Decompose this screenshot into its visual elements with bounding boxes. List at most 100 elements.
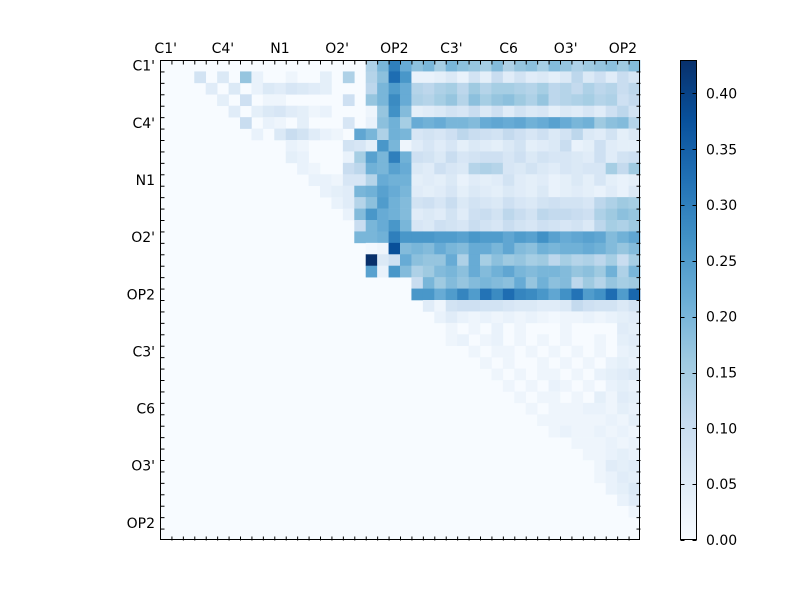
- heatmap-cell: [537, 242, 549, 255]
- heatmap-cell: [605, 105, 618, 118]
- heatmap-cell: [571, 414, 584, 427]
- heatmap-cell: [365, 162, 378, 175]
- heatmap-cell: [605, 185, 618, 198]
- heatmap-cell: [365, 71, 378, 84]
- colorbar-tick-label: 0.00: [706, 533, 737, 549]
- heatmap-cell: [457, 197, 469, 209]
- heatmap-cell: [297, 105, 309, 118]
- heatmap-cell: [571, 140, 584, 152]
- heatmap-cell: [365, 140, 378, 152]
- heatmap-cell: [502, 265, 515, 278]
- heatmap-cell: [365, 117, 378, 129]
- heatmap-cell: [468, 220, 481, 232]
- heatmap-cell: [594, 162, 607, 175]
- heatmap-cell: [388, 128, 401, 141]
- heatmap-cell: [594, 391, 607, 404]
- heatmap-cell: [560, 231, 572, 244]
- heatmap-cell: [502, 117, 515, 129]
- heatmap-cell: [411, 105, 424, 118]
- heatmap-cell: [548, 380, 561, 392]
- heatmap-cell: [400, 94, 412, 107]
- heatmap-cell: [411, 277, 424, 289]
- heatmap-cell: [411, 265, 424, 278]
- heatmap-cell: [628, 414, 641, 427]
- heatmap-cell: [548, 402, 561, 415]
- heatmap-cell: [480, 117, 492, 129]
- heatmap-cell: [468, 140, 481, 152]
- heatmap-cell: [365, 105, 378, 118]
- colorbar-tick-label: 0.10: [706, 421, 737, 437]
- heatmap-cell: [411, 71, 424, 84]
- heatmap-cell: [628, 448, 641, 461]
- heatmap-cell: [560, 71, 572, 84]
- heatmap-cell: [605, 448, 618, 461]
- heatmap-cell: [582, 220, 595, 232]
- heatmap-cell: [445, 334, 458, 347]
- heatmap-cell: [491, 174, 504, 187]
- heatmap-cell: [514, 220, 527, 232]
- heatmap-cell: [468, 277, 481, 289]
- heatmap-cell: [445, 185, 458, 198]
- heatmap-cell: [582, 185, 595, 198]
- heatmap-cell: [365, 94, 378, 107]
- heatmap-cell: [491, 105, 504, 118]
- x-tick-label: C4': [212, 41, 235, 57]
- heatmap-cell: [617, 71, 629, 84]
- heatmap-cell: [445, 82, 458, 95]
- heatmap-cell: [594, 128, 607, 141]
- heatmap-cell: [571, 300, 584, 312]
- heatmap-cell: [308, 82, 321, 95]
- heatmap-cell: [537, 391, 549, 404]
- heatmap-cell: [560, 151, 572, 164]
- heatmap-cell: [548, 414, 561, 427]
- heatmap-cell: [422, 94, 435, 107]
- heatmap-cell: [628, 334, 641, 347]
- heatmap-cell: [491, 128, 504, 141]
- heatmap-cell: [560, 334, 572, 347]
- heatmap-cell: [617, 140, 629, 152]
- heatmap-cell: [594, 71, 607, 84]
- heatmap-cell: [582, 402, 595, 415]
- heatmap-cell: [628, 357, 641, 369]
- heatmap-cell: [560, 82, 572, 95]
- heatmap-cell: [422, 60, 435, 72]
- heatmap-cell: [491, 311, 504, 324]
- heatmap-cell: [537, 357, 549, 369]
- heatmap-cell: [422, 242, 435, 255]
- heatmap-cell: [411, 151, 424, 164]
- colorbar-ticks: 0.00 0.05 0.10 0.15 0.20 0.25 0.30 0.35 0.40: [680, 87, 737, 549]
- heatmap-cell: [594, 185, 607, 198]
- heatmap-cell: [605, 368, 618, 381]
- heatmap-cell: [400, 162, 412, 175]
- heatmap-cell: [537, 414, 549, 427]
- heatmap-cell: [377, 185, 389, 198]
- heatmap-cell: [468, 265, 481, 278]
- heatmap-cell: [400, 254, 412, 267]
- heatmap-cell: [548, 151, 561, 164]
- heatmap-cell: [468, 60, 481, 72]
- heatmap-cell: [342, 140, 355, 152]
- heatmap-cell: [525, 94, 538, 107]
- heatmap-cell: [342, 151, 355, 164]
- heatmap-cell: [377, 117, 389, 129]
- heatmap-cell: [320, 185, 332, 198]
- heatmap-cell: [274, 128, 287, 141]
- heatmap-cell: [537, 368, 549, 381]
- heatmap-cell: [548, 391, 561, 404]
- heatmap-cell: [388, 105, 401, 118]
- heatmap-cell: [445, 242, 458, 255]
- heatmap-cell: [434, 208, 447, 221]
- heatmap-cell: [388, 254, 401, 267]
- heatmap-cell: [491, 117, 504, 129]
- heatmap-cell: [594, 288, 607, 301]
- heatmap-cell: [411, 162, 424, 175]
- heatmap-cell: [514, 60, 527, 72]
- heatmap-cell: [285, 105, 298, 118]
- minor-ticks: [160, 60, 641, 541]
- heatmap-cell: [457, 254, 469, 267]
- heatmap-cell: [571, 368, 584, 381]
- y-tick-label: C3': [132, 344, 155, 360]
- heatmap-cell: [445, 60, 458, 72]
- heatmap-cell: [468, 71, 481, 84]
- y-tick-label: C4': [132, 116, 155, 132]
